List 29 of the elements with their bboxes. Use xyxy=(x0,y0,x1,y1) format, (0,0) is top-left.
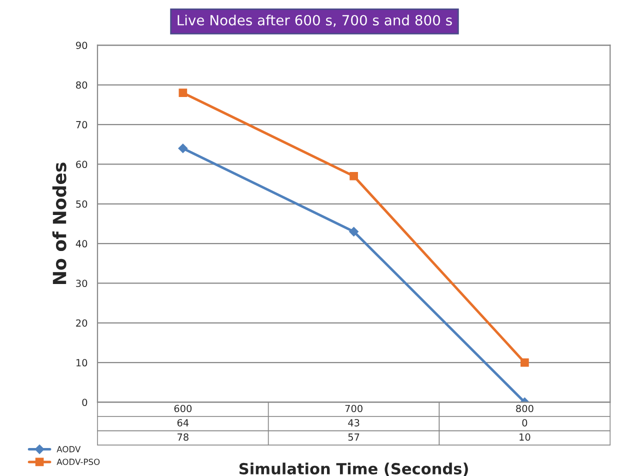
legend-label: AODV-PSO xyxy=(56,458,100,465)
legend-label: AODV xyxy=(56,446,81,452)
y-tick-label: 90 xyxy=(76,42,88,50)
y-tick-label: 20 xyxy=(76,319,88,327)
y-tick-label: 30 xyxy=(76,280,88,288)
y-tick-label: 10 xyxy=(76,359,88,366)
data-label: 10 xyxy=(520,433,530,441)
x-axis-title: Simulation Time (Seconds) xyxy=(239,462,468,476)
x-tick-label: 800 xyxy=(516,404,534,412)
point xyxy=(178,144,188,153)
y-tick-label: 40 xyxy=(76,240,88,248)
y-tick-label: 80 xyxy=(76,81,88,89)
y-tick-label: 70 xyxy=(76,121,88,128)
x-tick-label: 700 xyxy=(345,404,362,412)
x-tick-label: 600 xyxy=(174,404,192,412)
data-label: 43 xyxy=(348,419,360,426)
point xyxy=(178,88,188,97)
y-tick-label: 50 xyxy=(76,200,88,208)
point xyxy=(350,172,358,180)
y-axis-title: No of Nodes xyxy=(52,162,66,284)
data-label: 57 xyxy=(348,434,360,441)
chart-title: Live Nodes after 600 s, 700 s and 800 s xyxy=(178,14,452,27)
data-label: 78 xyxy=(178,433,188,441)
data-label: 64 xyxy=(177,419,189,426)
point xyxy=(520,358,529,367)
y-tick-label: 60 xyxy=(76,160,88,168)
point xyxy=(349,227,358,236)
data-label: 0 xyxy=(522,419,528,426)
y-tick-label: 0 xyxy=(82,398,88,406)
